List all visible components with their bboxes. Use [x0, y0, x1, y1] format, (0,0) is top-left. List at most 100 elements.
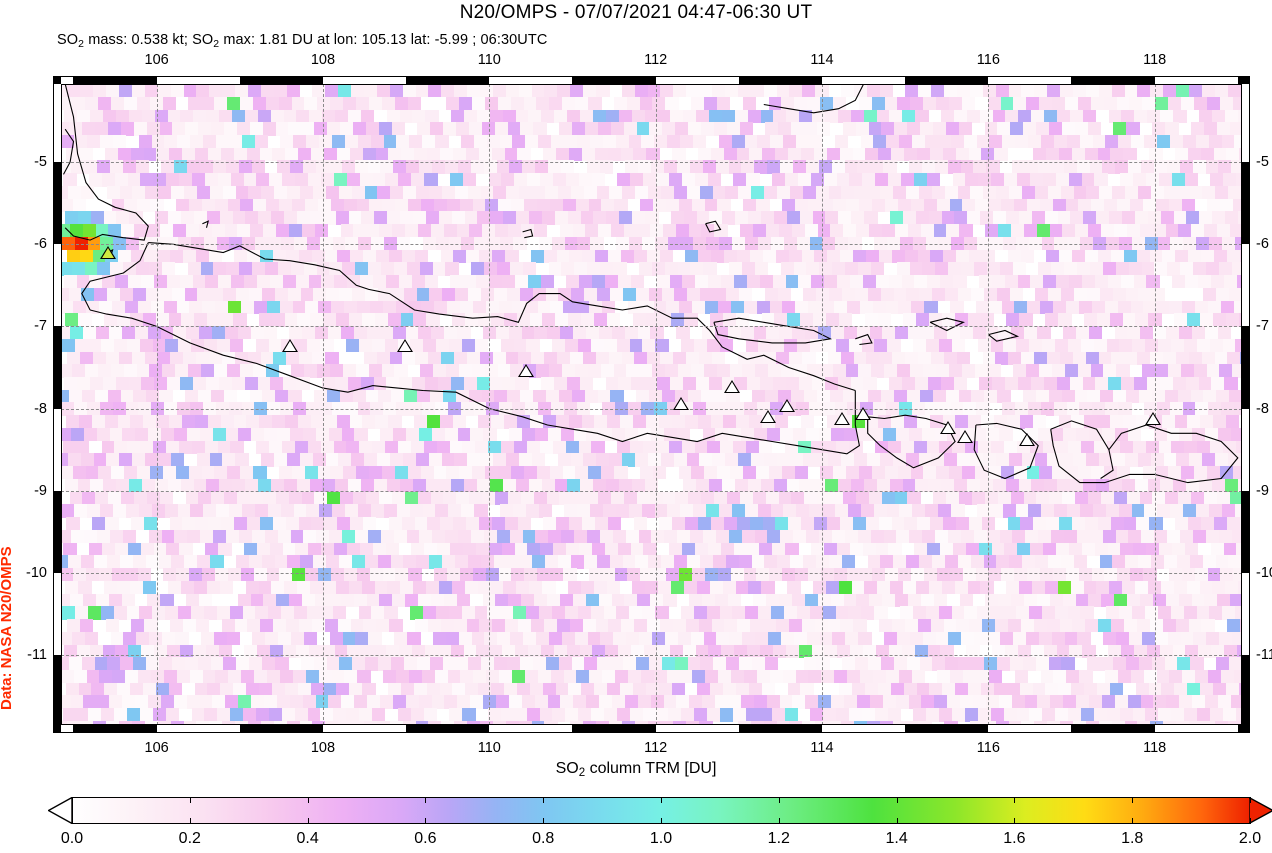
map-canvas: [61, 84, 1242, 725]
y-tick-label-left: -9: [34, 482, 47, 499]
frame-segment: [655, 725, 739, 733]
colorbar-tick: [1250, 797, 1251, 803]
x-tick-label-top: 114: [810, 52, 834, 68]
volcano-marker: [1145, 412, 1161, 426]
colorbar-tick: [896, 818, 898, 824]
frame-segment: [61, 76, 74, 84]
frame-segment: [1242, 244, 1250, 327]
volcano-marker: [1019, 432, 1036, 446]
x-tick-label-bottom: 118: [1143, 740, 1167, 756]
frame-segment: [322, 76, 407, 84]
x-tick-label-top: 112: [644, 52, 668, 68]
frame-segment: [655, 76, 739, 84]
colorbar-section: SO2 column TRM [DU]: [0, 760, 1272, 779]
x-tick-label-top: 108: [310, 52, 336, 68]
x-tick-label-bottom: 110: [477, 740, 501, 756]
colorbar-tick-label: 1.2: [767, 830, 790, 847]
frame-segment: [53, 572, 61, 656]
volcano-marker: [834, 411, 850, 425]
page-title: N20/OMPS - 07/07/2021 04:47-06:30 UT: [459, 2, 813, 23]
subscript-2-b: 2: [213, 38, 220, 50]
colorbar-tick: [72, 797, 73, 803]
frame-segment: [1154, 725, 1238, 733]
y-tick-label-right: -6: [1256, 236, 1269, 253]
summary-subtitle: SO2 mass: 0.538 kt; SO2 max: 1.81 DU at …: [57, 32, 547, 50]
colorbar-tick-label: 0.0: [60, 830, 84, 847]
frame-segment: [1154, 76, 1238, 84]
cb-so2: SO: [555, 760, 579, 777]
frame-segment: [53, 244, 61, 327]
colorbar-title: SO2 column TRM [DU]: [0, 760, 1272, 779]
x-tick-label-bottom: 114: [810, 740, 834, 756]
y-tick-label-right: -9: [1256, 482, 1269, 499]
subscript-2-a: 2: [78, 38, 85, 50]
frame-segment: [322, 725, 407, 733]
colorbar-tick: [307, 797, 309, 803]
volcano-marker: [100, 245, 117, 259]
volcano-marker: [397, 339, 414, 353]
colorbar-tick-label: 0.4: [296, 830, 319, 847]
y-tick-label-left: -5: [34, 154, 47, 171]
colorbar-tick: [307, 818, 309, 824]
colorbar-over-arrow: [1249, 797, 1272, 824]
y-tick-label-left: -8: [34, 400, 47, 417]
colorbar-tick: [425, 818, 427, 824]
frame-segment: [53, 76, 1250, 84]
frame-segment: [53, 84, 61, 163]
colorbar-tick-label: 0.8: [532, 830, 555, 847]
y-tick-label-right: -11: [1256, 647, 1272, 664]
colorbar-tick: [543, 797, 545, 803]
colorbar-tick-label: 1.4: [885, 830, 908, 847]
frame-segment: [53, 408, 61, 491]
x-tick-label-top: 118: [1143, 52, 1167, 68]
frame-segment: [61, 725, 74, 733]
colorbar-tick: [778, 797, 780, 803]
colorbar-tick: [72, 818, 73, 824]
frame-segment: [988, 76, 1072, 84]
colorbar-tick: [1250, 818, 1251, 824]
volcano-marker: [957, 430, 973, 444]
frame-segment: [821, 76, 906, 84]
y-tick-label-left: -6: [34, 236, 47, 253]
colorbar-tick: [1014, 818, 1016, 824]
x-tick-label-top: 110: [477, 52, 501, 68]
map-plot: 106 106 108 108 110 110 112 112 114 114 116 116 118 1…: [26, 52, 1272, 756]
colorbar-tick: [189, 797, 191, 803]
volcano-marker: [673, 396, 690, 410]
subtitle-max-text: max: 1.81 DU at lon: 105.13 lat: -5.99 ;…: [219, 32, 548, 48]
so2-raster-layer: [61, 84, 1242, 725]
data-credit-label: Data: NASA N20/OMPS: [0, 546, 15, 710]
subtitle-mass-text: mass: 0.538 kt; SO: [84, 32, 214, 48]
frame-segment: [156, 725, 240, 733]
colorbar-tick: [661, 797, 662, 803]
colorbar-tick-label: 1.8: [1121, 830, 1144, 847]
x-tick-label-bottom: 108: [310, 740, 336, 756]
volcano-marker: [724, 380, 741, 394]
volcano-marker: [517, 363, 534, 377]
colorbar-tick: [1132, 797, 1134, 803]
frame-segment: [156, 76, 240, 84]
frame-segment: [489, 76, 573, 84]
y-tick-label-left: -7: [34, 318, 47, 335]
colorbar-tick: [543, 818, 545, 824]
y-tick-label-right: -10: [1256, 564, 1272, 581]
volcano-marker: [779, 399, 796, 413]
y-tick-label-right: -7: [1256, 318, 1269, 335]
volcano-marker: [854, 406, 871, 420]
y-tick-label-left: -10: [26, 564, 47, 581]
frame-segment: [821, 725, 906, 733]
colorbar-tick: [1132, 818, 1134, 824]
y-tick-label-right: -5: [1256, 154, 1269, 171]
y-tick-label-left: -11: [27, 647, 47, 664]
colorbar-tick-label: 0.2: [178, 830, 201, 847]
volcano-marker: [939, 421, 956, 435]
frame-segment: [53, 725, 1250, 733]
y-tick-label-right: -8: [1256, 400, 1269, 417]
subtitle-so2-a: SO: [57, 32, 79, 48]
frame-segment: [489, 725, 573, 733]
frame-segment: [1242, 76, 1250, 733]
x-tick-label-top: 116: [976, 52, 1000, 68]
cb-subscript-2: 2: [578, 767, 586, 780]
colorbar-tick-label: 2.0: [1238, 830, 1262, 847]
colorbar-tick-label: 1.6: [1003, 830, 1026, 847]
